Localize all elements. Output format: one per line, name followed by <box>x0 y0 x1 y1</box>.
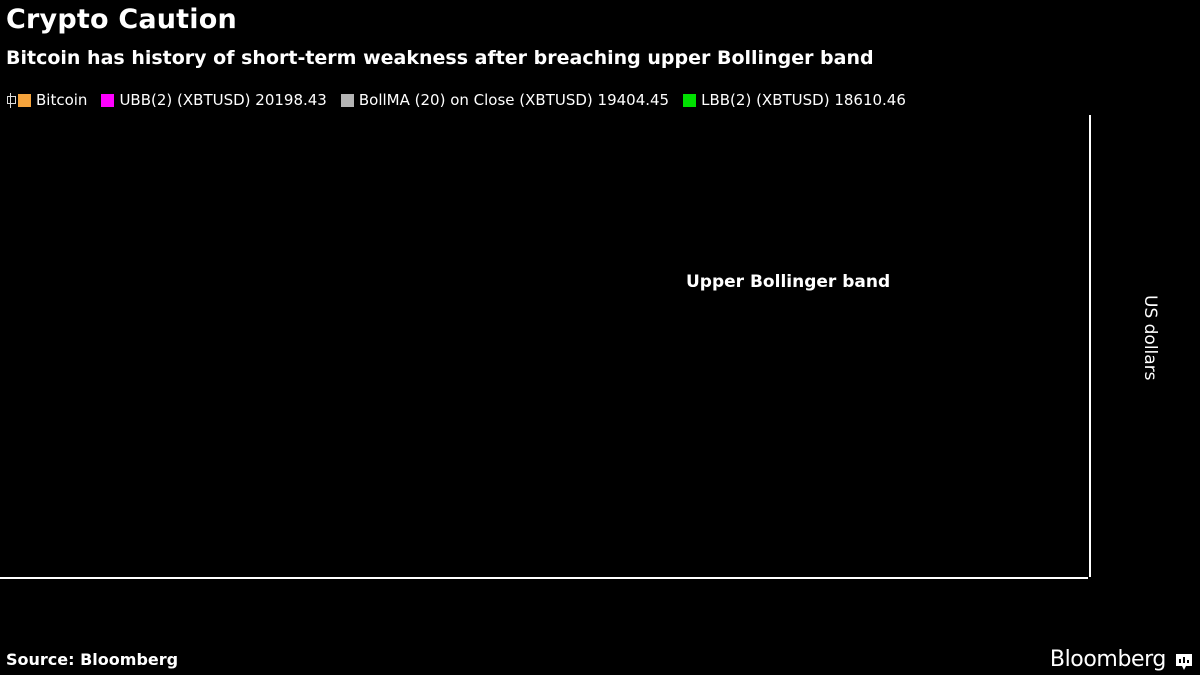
source-label: Source: Bloomberg <box>6 650 179 669</box>
legend-item-bitcoin[interactable]: Bitcoin <box>6 91 87 109</box>
legend-swatch-ubb <box>101 93 115 107</box>
bloomberg-terminal-icon <box>1176 654 1192 670</box>
y-axis-title: US dollars <box>1140 295 1160 381</box>
annotation-label: Upper Bollinger band <box>686 272 891 292</box>
chart-footer: Source: Bloomberg Bloomberg <box>0 646 1200 675</box>
legend-swatch-lbb <box>683 93 697 107</box>
legend-item-ubb[interactable]: UBB(2) (XBTUSD) 20198.43 <box>101 91 327 109</box>
page-subtitle: Bitcoin has history of short-term weakne… <box>6 47 874 69</box>
chart-plot-area <box>0 115 1088 577</box>
x-axis-line <box>0 577 1088 579</box>
chart-legend: Bitcoin UBB(2) (XBTUSD) 20198.43 BollMA … <box>6 90 920 110</box>
legend-item-bollma[interactable]: BollMA (20) on Close (XBTUSD) 19404.45 <box>340 91 670 109</box>
legend-label-bollma: BollMA (20) on Close (XBTUSD) 19404.45 <box>358 91 670 109</box>
page-title: Crypto Caution <box>6 4 237 35</box>
ohlc-bar-icon <box>6 92 16 108</box>
chart-canvas <box>0 115 1088 577</box>
y-axis <box>1088 115 1200 577</box>
bloomberg-wordmark: Bloomberg <box>1049 647 1166 672</box>
x-axis <box>0 577 1088 579</box>
legend-item-lbb[interactable]: LBB(2) (XBTUSD) 18610.46 <box>683 91 906 109</box>
legend-label-bitcoin: Bitcoin <box>36 91 88 109</box>
legend-label-lbb: LBB(2) (XBTUSD) 18610.46 <box>701 91 906 109</box>
y-axis-line <box>1089 115 1091 577</box>
legend-label-ubb: UBB(2) (XBTUSD) 20198.43 <box>119 91 327 109</box>
legend-swatch-bitcoin <box>18 93 31 107</box>
legend-swatch-bollma <box>340 93 354 107</box>
